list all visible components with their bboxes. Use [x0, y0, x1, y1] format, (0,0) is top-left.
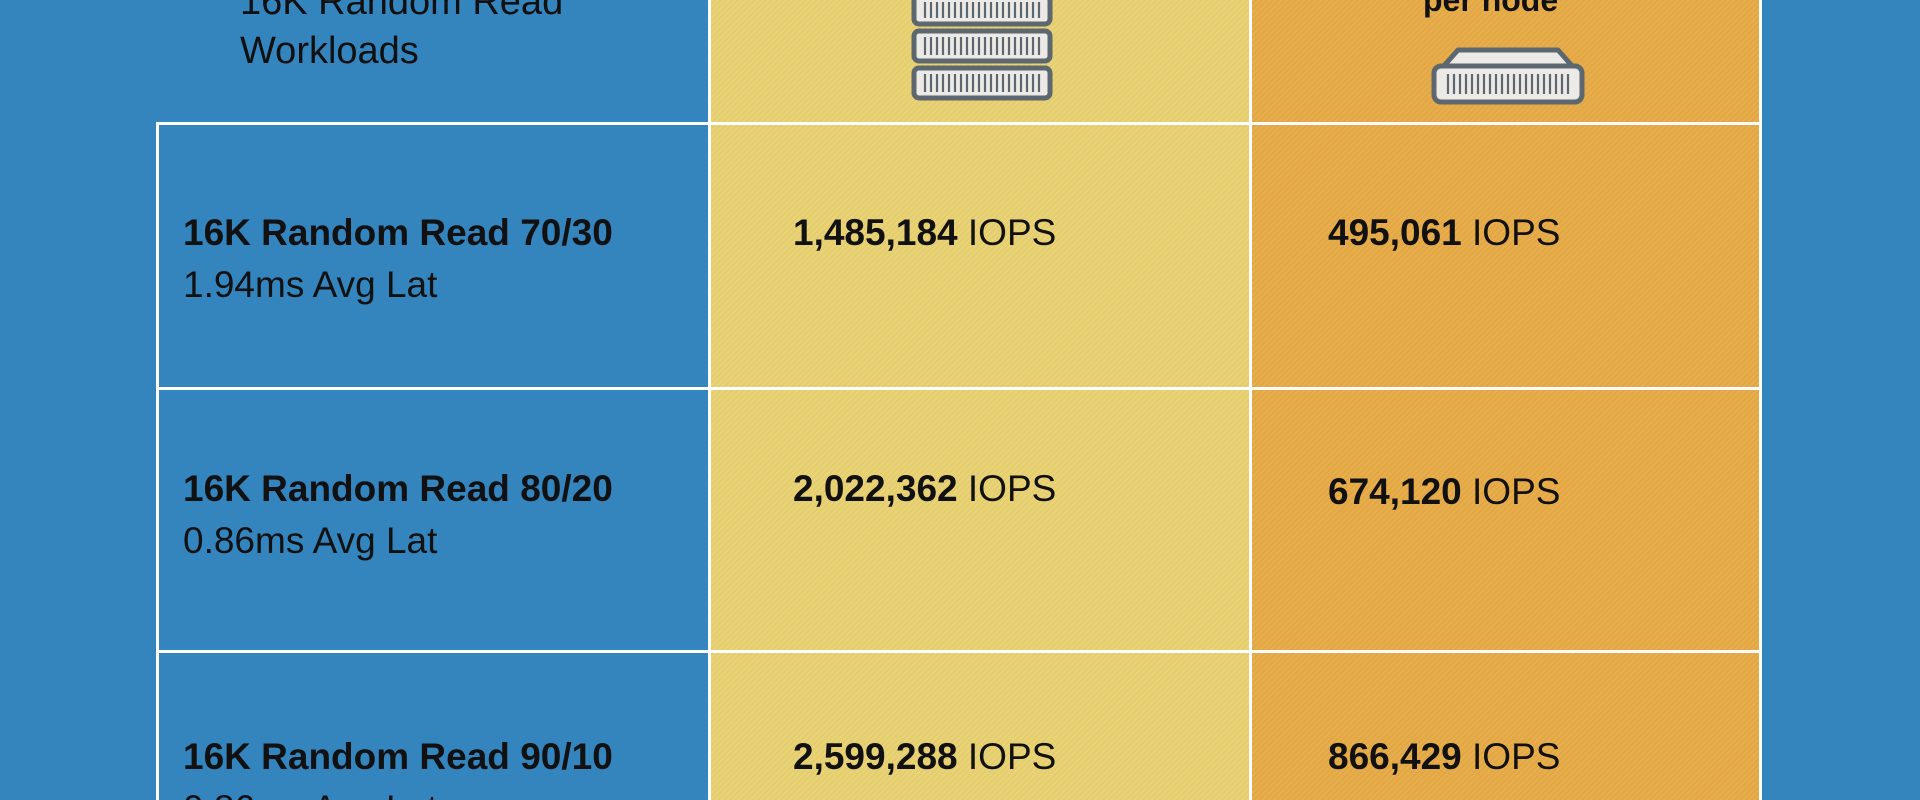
- iops-unit: IOPS: [967, 212, 1057, 253]
- workload-row-label: 16K Random Read 70/30 1.94ms Avg Lat: [183, 207, 613, 311]
- node-iops: 866,429 IOPS: [1328, 731, 1560, 783]
- grid-line: [156, 650, 1762, 653]
- cluster-iops-value: 2,022,362: [793, 468, 958, 509]
- grid-line: [156, 387, 1762, 390]
- node-iops-value: 495,061: [1328, 212, 1462, 253]
- iops-unit: IOPS: [967, 468, 1057, 509]
- workload-title: 16K Random Read 80/20: [183, 468, 613, 509]
- workload-row-label: 16K Random Read 90/10 0.86ms Avg Lat: [183, 731, 613, 800]
- per-node-header: per node: [1423, 0, 1559, 18]
- avg-latency: 0.86ms Avg Lat: [183, 520, 438, 561]
- iops-unit: IOPS: [1472, 212, 1561, 253]
- server-icon: [1431, 47, 1585, 105]
- per-node-column: [1252, 0, 1759, 800]
- avg-latency: 0.86ms Avg Lat: [183, 783, 613, 800]
- iops-unit: IOPS: [1472, 736, 1561, 777]
- grid-line: [1249, 0, 1252, 800]
- avg-latency: 1.94ms Avg Lat: [183, 264, 438, 305]
- workload-header: 16K Random Read Workloads: [240, 0, 563, 76]
- cluster-iops-value: 1,485,184: [793, 212, 958, 253]
- iops-unit: IOPS: [1472, 471, 1561, 512]
- grid-line: [708, 0, 711, 800]
- workload-header-line1: 16K Random Read: [240, 0, 564, 23]
- cluster-column: [711, 0, 1249, 800]
- workload-title: 16K Random Read 90/10: [183, 736, 613, 777]
- server-stack-icon: [911, 0, 1053, 101]
- node-iops: 674,120 IOPS: [1328, 466, 1560, 518]
- workload-row-label: 16K Random Read 80/20 0.86ms Avg Lat: [183, 463, 613, 567]
- iops-unit: IOPS: [967, 736, 1057, 777]
- cluster-iops: 1,485,184 IOPS: [793, 207, 1056, 259]
- cluster-iops: 2,599,288 IOPS: [793, 731, 1056, 783]
- node-iops-value: 674,120: [1328, 471, 1462, 512]
- grid-line: [156, 122, 159, 800]
- node-iops-value: 866,429: [1328, 736, 1462, 777]
- workload-title: 16K Random Read 70/30: [183, 212, 613, 253]
- cluster-iops: 2,022,362 IOPS: [793, 463, 1056, 515]
- grid-line: [1759, 0, 1762, 800]
- cluster-iops-value: 2,599,288: [793, 736, 958, 777]
- node-iops: 495,061 IOPS: [1328, 207, 1560, 259]
- grid-line: [156, 122, 1762, 125]
- workload-header-line2: Workloads: [240, 30, 419, 72]
